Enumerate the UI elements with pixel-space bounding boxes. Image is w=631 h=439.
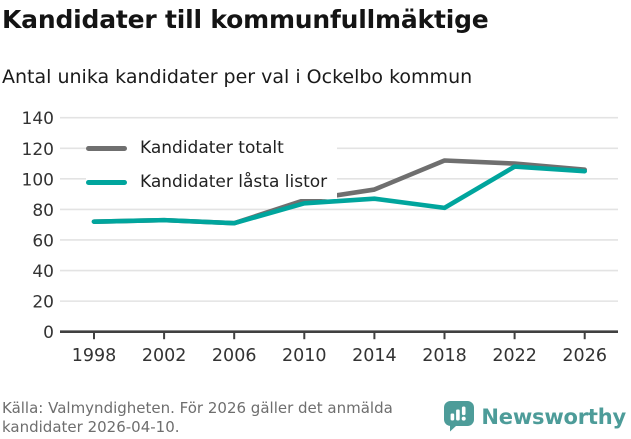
- y-tick-label: 20: [32, 293, 54, 313]
- newsworthy-logo-text: Newsworthy: [481, 404, 626, 429]
- y-tick-label: 80: [32, 201, 54, 221]
- chart-title: Kandidater till kommunfullmäktige: [2, 5, 489, 34]
- y-tick-label: 60: [32, 231, 54, 251]
- newsworthy-logo[interactable]: Newsworthy: [444, 401, 626, 432]
- newsworthy-bubble-chart-icon: [444, 401, 475, 432]
- x-tick-label: 2018: [422, 346, 467, 366]
- series-line-lasta-listor: [91, 164, 588, 226]
- y-tick-label: 140: [22, 110, 54, 129]
- legend-item-totalt: Kandidater totalt: [86, 131, 338, 165]
- x-tick-label: 2010: [282, 346, 327, 366]
- chart-legend: Kandidater totalt Kandidater låsta listo…: [86, 131, 338, 199]
- x-tick-label: 2022: [492, 346, 537, 366]
- x-tick-label: 2014: [352, 346, 397, 366]
- x-tick-label: 1998: [72, 346, 117, 366]
- legend-swatch-lasta-listor: [86, 179, 127, 185]
- x-tick-label: 2026: [562, 346, 607, 366]
- y-tick-label: 0: [43, 323, 54, 343]
- chart-subtitle: Antal unika kandidater per val i Ockelbo…: [2, 66, 473, 88]
- y-tick-label: 40: [32, 262, 54, 282]
- legend-label-lasta-listor: Kandidater låsta listor: [140, 172, 328, 192]
- y-tick-label: 120: [22, 140, 54, 160]
- legend-label-totalt: Kandidater totalt: [140, 138, 284, 158]
- x-tick-label: 2002: [142, 346, 187, 366]
- y-tick-label: 100: [22, 170, 54, 190]
- legend-item-lasta-listor: Kandidater låsta listor: [86, 165, 338, 199]
- x-tick-label: 2006: [212, 346, 257, 366]
- source-note-line1: Källa: Valmyndigheten. För 2026 gäller d…: [2, 399, 393, 417]
- legend-swatch-totalt: [86, 145, 127, 151]
- source-note-line2: kandidater 2026-04-10.: [2, 418, 180, 436]
- source-note: Källa: Valmyndigheten. För 2026 gäller d…: [2, 399, 393, 437]
